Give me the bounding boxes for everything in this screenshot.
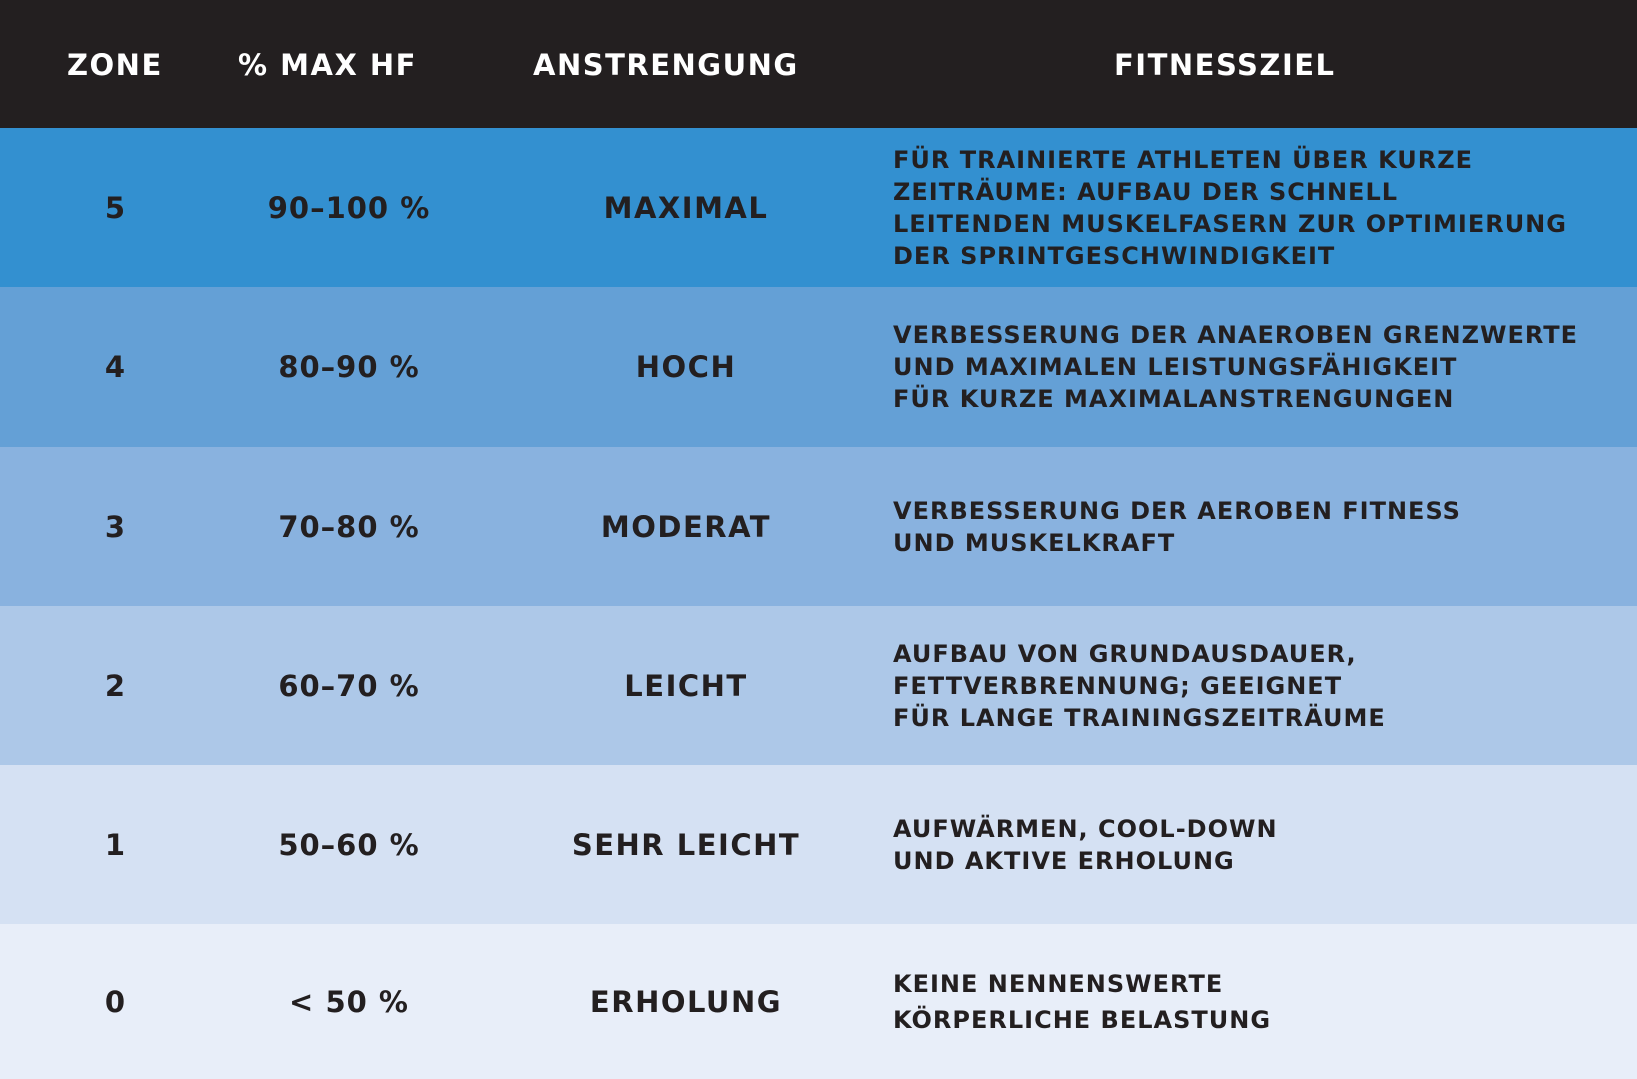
zone-value: 2 [104, 668, 126, 703]
fitnessziel-line: DER SPRINTGESCHWINDIGKEIT [893, 241, 1336, 270]
anstrengung-value: SEHR LEICHT [571, 827, 801, 862]
zone-value: 5 [104, 190, 126, 225]
table-row-zone-4: 4 80–90 % HOCH VERBESSERUNG DER ANAEROBE… [0, 287, 1637, 447]
fitnessziel-line: UND MUSKELKRAFT [893, 528, 1176, 557]
fitnessziel-value: VERBESSERUNG DER ANAEROBEN GRENZWERTE UN… [893, 287, 1633, 447]
max-hf-value: 80–90 % [278, 350, 420, 384]
max-hf-value: 50–60 % [278, 827, 420, 862]
header-max-hf: % MAX HF [238, 48, 417, 82]
table-row-zone-1: 1 50–60 % SEHR LEICHT AUFWÄRMEN, COOL-DO… [0, 765, 1637, 924]
fitnessziel-line: FÜR LANGE TRAININGSZEITRÄUME [893, 703, 1386, 732]
table-row-zone-0: 0 < 50 % ERHOLUNG KEINE NENNENSWERTE KÖR… [0, 924, 1637, 1079]
header-anstrengung: ANSTRENGUNG [533, 48, 799, 82]
anstrengung-value: MAXIMAL [603, 190, 769, 225]
table-row-zone-2: 2 60–70 % LEICHT AUFBAU VON GRUNDAUSDAUE… [0, 606, 1637, 765]
header-fitnessziel: FITNESSZIEL [1114, 48, 1336, 82]
zone-value: 3 [104, 509, 126, 544]
table-header: ZONE % MAX HF ANSTRENGUNG FITNESSZIEL [0, 0, 1637, 128]
anstrengung-value: HOCH [635, 350, 737, 384]
fitnessziel-line: KÖRPERLICHE BELASTUNG [893, 1005, 1272, 1034]
zone-value: 1 [104, 827, 126, 862]
fitnessziel-value: AUFWÄRMEN, COOL-DOWN UND AKTIVE ERHOLUNG [893, 765, 1633, 924]
fitnessziel-line: VERBESSERUNG DER AEROBEN FITNESS [893, 496, 1461, 525]
fitnessziel-line: ZEITRÄUME: AUFBAU DER SCHNELL [893, 177, 1399, 206]
anstrengung-value: LEICHT [624, 668, 748, 703]
max-hf-value: 60–70 % [278, 668, 420, 703]
fitnessziel-line: KEINE NENNENSWERTE [893, 969, 1224, 998]
fitnessziel-line: FÜR KURZE MAXIMALANSTRENGUNGEN [893, 385, 1455, 413]
fitnessziel-value: AUFBAU VON GRUNDAUSDAUER, FETTVERBRENNUN… [893, 606, 1633, 765]
header-zone: ZONE [67, 48, 163, 82]
fitnessziel-line: UND AKTIVE ERHOLUNG [893, 846, 1235, 875]
fitnessziel-line: AUFWÄRMEN, COOL-DOWN [893, 814, 1278, 843]
fitnessziel-line: FÜR TRAINIERTE ATHLETEN ÜBER KURZE [893, 145, 1474, 174]
table-row-zone-3: 3 70–80 % MODERAT VERBESSERUNG DER AEROB… [0, 447, 1637, 606]
anstrengung-value: ERHOLUNG [589, 984, 783, 1019]
fitnessziel-line: FETTVERBRENNUNG; GEEIGNET [893, 671, 1343, 700]
fitnessziel-line: LEITENDEN MUSKELFASERN ZUR OPTIMIERUNG [893, 209, 1567, 238]
fitnessziel-line: AUFBAU VON GRUNDAUSDAUER, [893, 639, 1357, 668]
anstrengung-value: MODERAT [600, 509, 772, 544]
fitnessziel-value: VERBESSERUNG DER AEROBEN FITNESS UND MUS… [893, 447, 1633, 606]
max-hf-value: < 50 % [289, 984, 409, 1019]
zone-value: 4 [104, 350, 126, 384]
fitnessziel-value: FÜR TRAINIERTE ATHLETEN ÜBER KURZE ZEITR… [893, 128, 1633, 287]
table-row-zone-5: 5 90–100 % MAXIMAL FÜR TRAINIERTE ATHLET… [0, 128, 1637, 287]
zone-value: 0 [104, 984, 126, 1019]
max-hf-value: 70–80 % [278, 509, 420, 544]
fitnessziel-value: KEINE NENNENSWERTE KÖRPERLICHE BELASTUNG [893, 924, 1633, 1079]
fitnessziel-line: UND MAXIMALEN LEISTUNGSFÄHIGKEIT [893, 353, 1458, 381]
fitnessziel-line: VERBESSERUNG DER ANAEROBEN GRENZWERTE [893, 321, 1579, 349]
max-hf-value: 90–100 % [267, 190, 431, 225]
